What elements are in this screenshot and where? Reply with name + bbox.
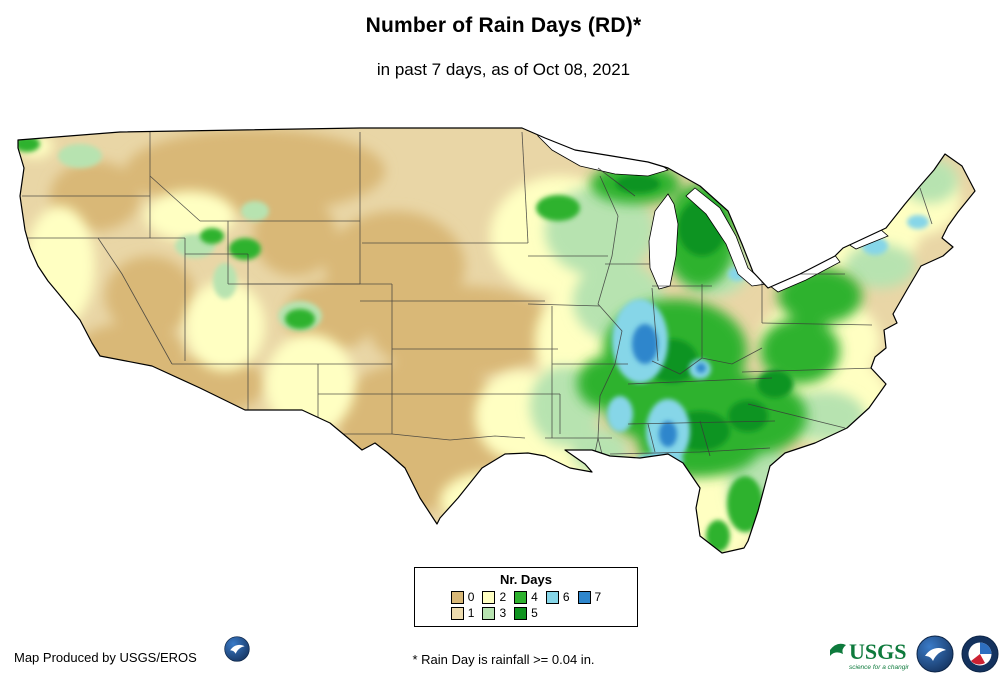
agency-logos: USGS science for a changing world xyxy=(827,634,999,674)
map-credit: Map Produced by USGS/EROS xyxy=(14,650,197,665)
legend-swatch-3 xyxy=(482,607,496,620)
legend-label-1: 1 xyxy=(467,606,475,620)
legend-item-2: 2 xyxy=(482,591,506,604)
page-title: Number of Rain Days (RD)* xyxy=(365,14,642,37)
legend-label-4: 4 xyxy=(531,590,538,604)
nws-logo xyxy=(961,635,999,673)
us-rain-days-map xyxy=(17,127,976,554)
legend-item-6: 6 xyxy=(545,590,570,604)
rain-day-definition-note: * Rain Day is rainfall >= 0.04 in. xyxy=(412,652,595,667)
legend-grid: 0 1 2 3 4 xyxy=(421,591,631,620)
legend-swatch-5 xyxy=(514,607,528,620)
legend-swatch-0 xyxy=(450,591,464,604)
legend-item-3: 3 xyxy=(482,607,506,620)
lake-michigan xyxy=(648,193,679,290)
legend-item-4: 4 xyxy=(514,591,538,604)
map-fill-layers xyxy=(18,128,975,553)
legend-label-5: 5 xyxy=(531,606,538,620)
legend-swatch-7 xyxy=(577,591,591,604)
noaa-icon xyxy=(224,636,250,662)
usgs-tagline: science for a changing world xyxy=(849,664,909,671)
legend-title: Nr. Days xyxy=(499,572,553,587)
usgs-wave-icon xyxy=(830,643,846,656)
usgs-wordmark: USGS xyxy=(849,639,906,664)
legend-item-7: 7 xyxy=(577,590,602,604)
legend-label-6: 6 xyxy=(562,590,570,604)
legend-swatch-2 xyxy=(482,591,496,604)
usgs-logo: USGS science for a changing world xyxy=(827,634,909,674)
legend-swatch-1 xyxy=(450,607,464,620)
legend-item-0: 0 xyxy=(450,590,475,604)
page-subtitle: in past 7 days, as of Oct 08, 2021 xyxy=(376,60,631,79)
legend-swatch-4 xyxy=(514,591,528,604)
lake-huron xyxy=(685,187,767,287)
legend-label-0: 0 xyxy=(467,590,475,604)
legend: Nr. Days 0 1 2 3 xyxy=(414,567,638,627)
legend-label-7: 7 xyxy=(594,590,602,604)
legend-item-5: 5 xyxy=(514,607,538,620)
legend-label-3: 3 xyxy=(499,606,507,620)
legend-item-1: 1 xyxy=(450,606,475,620)
noaa-logo xyxy=(916,635,954,673)
legend-label-2: 2 xyxy=(499,590,507,604)
legend-swatch-6 xyxy=(545,591,559,604)
